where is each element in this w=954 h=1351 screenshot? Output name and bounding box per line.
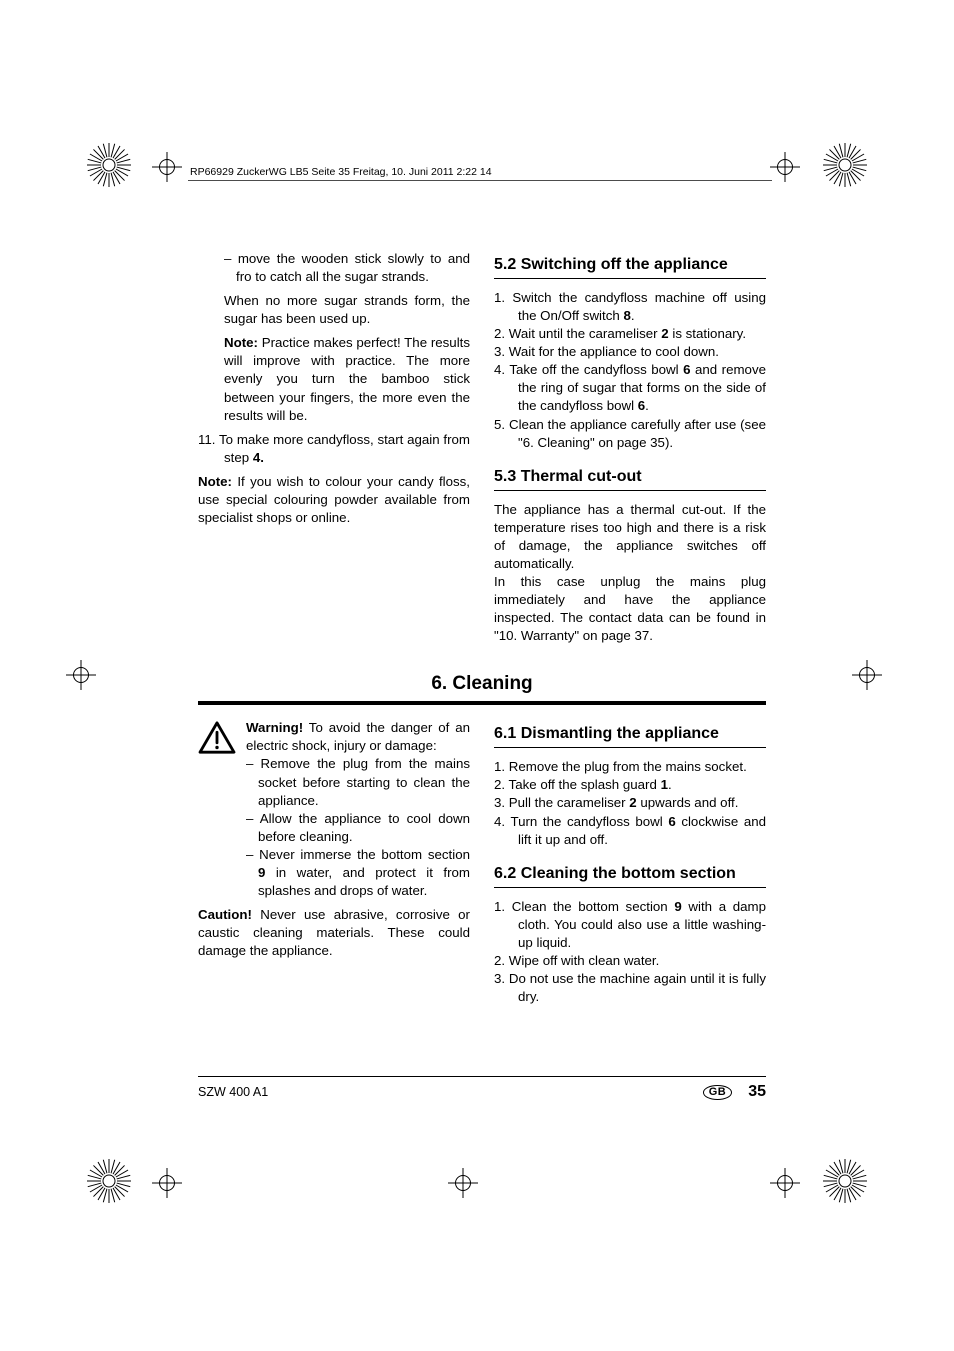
list-item: 3. Wait for the appliance to cool down.: [494, 343, 766, 361]
right-column: 5.2 Switching off the appliance 1. Switc…: [494, 250, 766, 645]
registration-cross-icon: [66, 660, 96, 690]
heading-rule: [494, 887, 766, 888]
caution-label: Caution!: [198, 907, 252, 922]
heading-rule: [494, 278, 766, 279]
body-text: Caution! Never use abrasive, corrosive o…: [198, 906, 470, 960]
list-item: 4. Turn the candyfloss bowl 6 clockwise …: [494, 813, 766, 849]
heading-5-2: 5.2 Switching off the appliance: [494, 256, 766, 274]
step-ref: 4.: [253, 450, 264, 465]
body-text: Note: Practice makes perfect! The result…: [198, 334, 470, 424]
body-text: The appliance has a thermal cut-out. If …: [494, 501, 766, 573]
list-item: – Allow the appliance to cool down befor…: [246, 810, 470, 846]
body-text: 4. Turn the candyfloss bowl: [494, 814, 668, 829]
warning-block: Warning! To avoid the danger of an elect…: [198, 719, 470, 900]
list-item: 11. To make more candyfloss, start again…: [198, 431, 470, 467]
body-text: If you wish to colour your candy floss, …: [198, 474, 470, 525]
registration-burst-icon: [822, 142, 868, 188]
note-label: Note:: [198, 474, 232, 489]
registration-cross-icon: [448, 1168, 478, 1198]
heading-rule: [494, 490, 766, 491]
registration-cross-icon: [152, 152, 182, 182]
body-text: upwards and off.: [637, 795, 739, 810]
body-text: 2. Take off the splash guard: [494, 777, 661, 792]
list-item: 1. Switch the candyfloss machine off usi…: [494, 289, 766, 325]
body-text: is stationary.: [669, 326, 746, 341]
registration-burst-icon: [86, 142, 132, 188]
list-item: 1. Remove the plug from the mains socket…: [494, 758, 766, 776]
part-ref: 1: [661, 777, 668, 792]
part-ref: 8: [623, 308, 630, 323]
body-text: in water, and protect it from splashes a…: [258, 865, 470, 898]
note-label: Note:: [224, 335, 258, 350]
registration-cross-icon: [770, 1168, 800, 1198]
warning-icon: [198, 721, 236, 755]
footer-lang-badge: GB: [703, 1085, 733, 1100]
section-rule: [198, 701, 766, 705]
part-ref: 2: [661, 326, 668, 341]
registration-burst-icon: [86, 1158, 132, 1204]
body-text: .: [645, 398, 649, 413]
list-item: 5. Clean the appliance carefully after u…: [494, 416, 766, 452]
heading-6-1: 6.1 Dismantling the appliance: [494, 725, 766, 743]
list-item: – Remove the plug from the mains socket …: [246, 755, 470, 809]
body-text: – move the wooden stick slowly to and fr…: [198, 250, 470, 286]
body-text: Warning! To avoid the danger of an elect…: [246, 719, 470, 755]
left-column: Warning! To avoid the danger of an elect…: [198, 719, 470, 1006]
body-text: When no more sugar strands form, the sug…: [198, 292, 470, 328]
registration-cross-icon: [770, 152, 800, 182]
list-item: 3. Pull the carameliser 2 upwards and of…: [494, 794, 766, 812]
right-column: 6.1 Dismantling the appliance 1. Remove …: [494, 719, 766, 1006]
body-text: In this case unplug the mains plug immed…: [494, 573, 766, 645]
registration-cross-icon: [152, 1168, 182, 1198]
lower-columns: Warning! To avoid the danger of an elect…: [198, 719, 766, 1006]
list-item: 4. Take off the candyfloss bowl 6 and re…: [494, 361, 766, 415]
heading-6-2: 6.2 Cleaning the bottom section: [494, 865, 766, 883]
list-item: 2. Wait until the carameliser 2 is stati…: [494, 325, 766, 343]
part-ref: 9: [674, 899, 681, 914]
footer-page-number: 35: [748, 1083, 766, 1101]
left-column: – move the wooden stick slowly to and fr…: [198, 250, 470, 645]
body-text: .: [631, 308, 635, 323]
header-rule: [188, 180, 772, 181]
part-ref: 2: [629, 795, 636, 810]
heading-6: 6. Cleaning: [198, 673, 766, 695]
list-item: – Never immerse the bottom section 9 in …: [246, 846, 470, 900]
body-text: 11. To make more candyfloss, start again…: [198, 432, 470, 465]
body-text: 4. Take off the candyfloss bowl: [494, 362, 683, 377]
list-item: 3. Do not use the machine again until it…: [494, 970, 766, 1006]
body-text: 3. Pull the carameliser: [494, 795, 629, 810]
body-text: – Never immerse the bottom section: [246, 847, 470, 862]
print-header: RP66929 ZuckerWG LB5 Seite 35 Freitag, 1…: [190, 166, 492, 178]
heading-5-3: 5.3 Thermal cut-out: [494, 468, 766, 486]
heading-rule: [494, 747, 766, 748]
registration-cross-icon: [852, 660, 882, 690]
list-item: 1. Clean the bottom section 9 with a dam…: [494, 898, 766, 952]
content-area: – move the wooden stick slowly to and fr…: [198, 250, 766, 1006]
part-ref: 6: [668, 814, 675, 829]
body-text: Note: If you wish to colour your candy f…: [198, 473, 470, 527]
body-text: .: [668, 777, 672, 792]
body-text: 1. Clean the bottom section: [494, 899, 674, 914]
warning-label: Warning!: [246, 720, 303, 735]
page: RP66929 ZuckerWG LB5 Seite 35 Freitag, 1…: [0, 0, 954, 1351]
page-footer: SZW 400 A1 GB 35: [198, 1076, 766, 1101]
registration-burst-icon: [822, 1158, 868, 1204]
body-text: Practice makes perfect! The results will…: [224, 335, 470, 422]
footer-model: SZW 400 A1: [198, 1085, 268, 1099]
list-item: 2. Wipe off with clean water.: [494, 952, 766, 970]
body-text: 2. Wait until the carameliser: [494, 326, 661, 341]
upper-columns: – move the wooden stick slowly to and fr…: [198, 250, 766, 645]
list-item: 2. Take off the splash guard 1.: [494, 776, 766, 794]
